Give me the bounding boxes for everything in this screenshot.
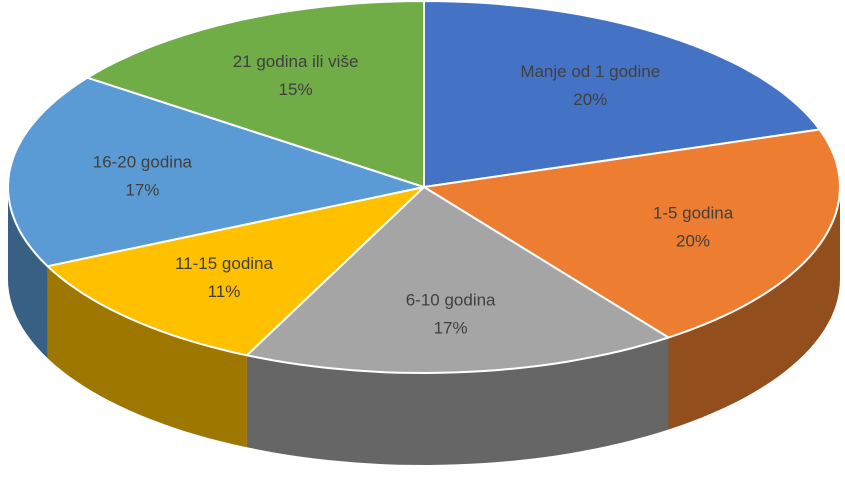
- slice-side: [668, 187, 840, 430]
- slice-label: 16-20 godina: [93, 153, 193, 172]
- slice-label: 6-10 godina: [406, 290, 496, 309]
- slice-value: 15%: [279, 80, 313, 99]
- slice-label: 1-5 godina: [653, 204, 734, 223]
- slice: [423, 0, 821, 188]
- slice-side: [47, 266, 247, 448]
- slice: [7, 76, 425, 268]
- slice-value: 17%: [125, 181, 159, 200]
- slice-label: Manje od 1 godine: [520, 62, 660, 81]
- slice-value: 20%: [573, 90, 607, 109]
- slice-value: 20%: [676, 232, 710, 251]
- side-walls: [8, 187, 840, 465]
- slice: [423, 128, 841, 339]
- slice: [46, 186, 425, 357]
- slice-value: 17%: [434, 318, 468, 337]
- slice-side: [246, 337, 669, 465]
- slice-value: 11%: [208, 282, 241, 301]
- slice-label: 11-15 godina: [175, 254, 274, 273]
- slice: [86, 0, 425, 188]
- slice: [245, 186, 670, 374]
- slice-label: 21 godina ili više: [233, 52, 359, 71]
- slice-side: [8, 187, 48, 359]
